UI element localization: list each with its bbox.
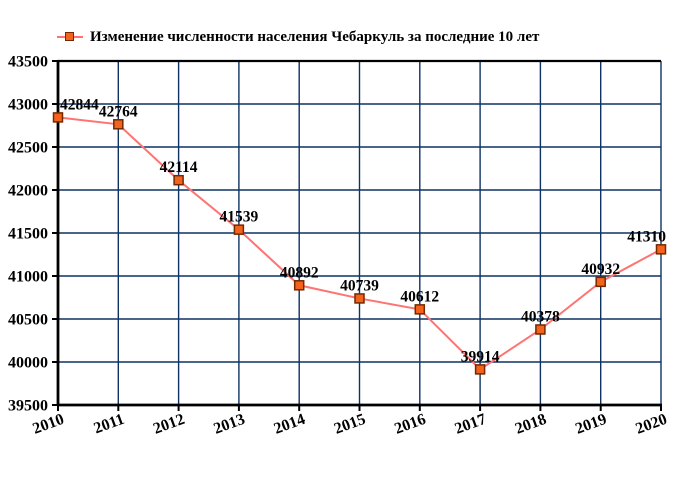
data-point-marker: [233, 224, 245, 235]
x-axis-label: 2012: [151, 411, 187, 438]
x-axis-label: 2011: [92, 411, 127, 438]
y-axis-label: 40500: [8, 312, 48, 329]
data-point-label: 40612: [400, 288, 439, 305]
x-axis-label: 2013: [211, 411, 247, 438]
x-axis-label: 2014: [272, 411, 308, 438]
data-point-marker: [655, 244, 667, 255]
data-point-marker: [173, 174, 184, 186]
x-axis-label: 2016: [392, 411, 428, 438]
y-axis-label: 39500: [8, 398, 48, 415]
data-point-label: 40892: [280, 264, 319, 281]
data-point-marker: [354, 293, 365, 304]
data-point-label: 42844: [60, 96, 99, 113]
data-point-marker: [414, 304, 426, 315]
y-axis-label: 43500: [8, 54, 48, 71]
data-point-marker: [474, 364, 486, 375]
chart-legend: Изменение численности населения Чебаркул…: [57, 29, 539, 45]
y-axis-label: 42000: [8, 183, 48, 200]
series-square-swatch: [65, 32, 74, 41]
series-marker-icon: [57, 31, 83, 43]
x-axis-label: 2018: [513, 411, 549, 438]
y-axis-label: 41000: [8, 269, 48, 286]
data-point-marker: [595, 276, 606, 288]
x-axis-label: 2020: [633, 411, 669, 438]
x-axis-label: 2019: [573, 411, 609, 438]
data-point-label: 40739: [340, 277, 379, 294]
data-point-label: 41310: [627, 228, 666, 245]
data-point-marker: [293, 280, 305, 291]
data-point-marker: [52, 112, 64, 123]
data-point-label: 40378: [521, 308, 560, 325]
legend-label: Изменение численности населения Чебаркул…: [90, 28, 540, 45]
x-axis-label: 2017: [453, 411, 489, 438]
data-point-marker: [535, 324, 546, 335]
x-axis-label: 2010: [30, 411, 66, 438]
data-point-marker: [113, 119, 124, 130]
y-axis-label: 40000: [8, 355, 48, 372]
data-point-label: 42764: [99, 103, 138, 120]
data-point-label: 40932: [581, 261, 620, 278]
y-axis-label: 42500: [8, 140, 48, 157]
x-axis-label: 2015: [332, 411, 368, 438]
y-axis-label: 43000: [8, 97, 48, 114]
data-point-label: 39914: [461, 348, 500, 365]
data-point-label: 42114: [160, 159, 198, 176]
y-axis-label: 41500: [8, 226, 48, 243]
data-point-label: 41539: [220, 209, 259, 226]
